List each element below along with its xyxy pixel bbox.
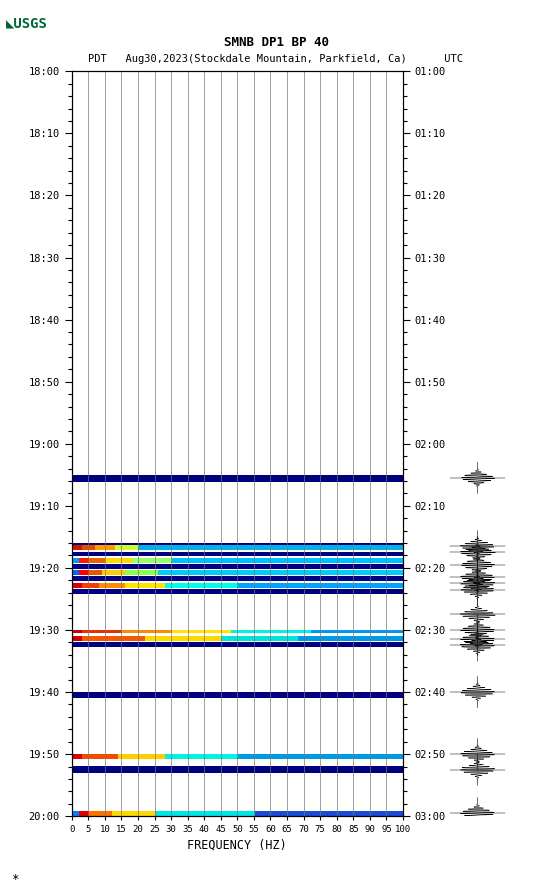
Text: *: *: [11, 873, 19, 886]
X-axis label: FREQUENCY (HZ): FREQUENCY (HZ): [188, 838, 287, 851]
Text: SMNB DP1 BP 40: SMNB DP1 BP 40: [224, 36, 328, 49]
Text: PDT   Aug30,2023(Stockdale Mountain, Parkfield, Ca)      UTC: PDT Aug30,2023(Stockdale Mountain, Parkf…: [88, 54, 464, 63]
Text: ◣USGS: ◣USGS: [6, 16, 47, 30]
